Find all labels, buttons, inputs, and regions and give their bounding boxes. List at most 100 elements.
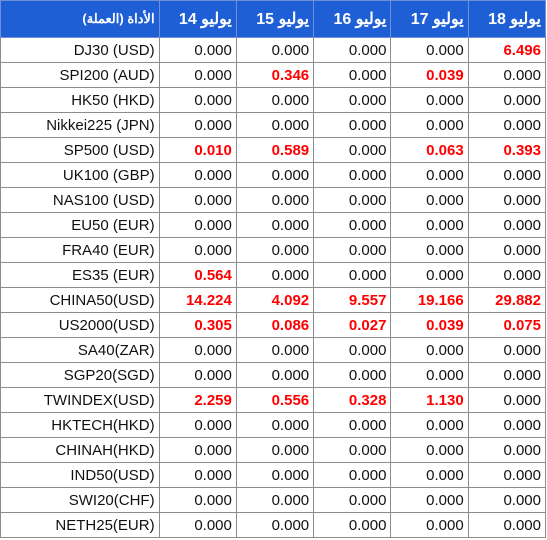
value-cell: 0.000 [235,162,315,188]
value-cell: 0.000 [390,512,469,538]
instrument-cell: US2000(USD) [0,312,160,338]
value-cell: 14.224 [158,287,237,313]
value-cell: 0.000 [313,87,392,113]
table-row: UK100 (GBP) 0.000 0.000 0.000 0.000 0.000 [0,162,547,188]
value-cell: 0.000 [313,137,392,163]
value-cell: 0.000 [467,262,547,288]
value-cell: 0.000 [390,462,469,488]
header-date: يوليو 14 [158,0,237,38]
table-row: EU50 (EUR) 0.000 0.000 0.000 0.000 0.000 [0,212,547,238]
value-cell: 0.000 [235,262,315,288]
instrument-cell: UK100 (GBP) [0,162,160,188]
value-cell: 0.000 [235,212,315,238]
value-cell: 0.000 [313,412,392,438]
table-row: NAS100 (USD) 0.000 0.000 0.000 0.000 0.000 [0,187,547,213]
instrument-cell: HKTECH(HKD) [0,412,160,438]
value-cell: 0.039 [390,312,469,338]
header-date: يوليو 18 [467,0,547,38]
value-cell: 0.000 [313,237,392,263]
instrument-cell: SWI20(CHF) [0,487,160,513]
value-cell: 0.000 [390,362,469,388]
value-cell: 0.000 [390,237,469,263]
instrument-cell: FRA40 (EUR) [0,237,160,263]
instrument-cell: SPI200 (AUD) [0,62,160,88]
value-cell: 19.166 [390,287,469,313]
table-row: NETH25(EUR) 0.000 0.000 0.000 0.000 0.000 [0,512,547,538]
value-cell: 0.000 [390,437,469,463]
value-cell: 0.000 [158,187,237,213]
value-cell: 0.000 [467,337,547,363]
table-row: SWI20(CHF) 0.000 0.000 0.000 0.000 0.000 [0,487,547,513]
value-cell: 0.000 [390,87,469,113]
table-row: SPI200 (AUD) 0.000 0.346 0.000 0.039 0.000 [0,62,547,88]
table-row: SGP20(SGD) 0.000 0.000 0.000 0.000 0.000 [0,362,547,388]
instrument-cell: Nikkei225 (JPN) [0,112,160,138]
value-cell: 0.000 [158,212,237,238]
table-row: HKTECH(HKD) 0.000 0.000 0.000 0.000 0.000 [0,412,547,438]
value-cell: 0.000 [158,462,237,488]
value-cell: 0.000 [390,412,469,438]
value-cell: 0.000 [467,512,547,538]
value-cell: 0.000 [390,37,469,63]
value-cell: 0.000 [313,212,392,238]
value-cell: 0.000 [313,112,392,138]
instrument-cell: TWINDEX(USD) [0,387,160,413]
table-row: CHINAH(HKD) 0.000 0.000 0.000 0.000 0.000 [0,437,547,463]
instrument-cell: HK50 (HKD) [0,87,160,113]
instrument-cell: CHINA50(USD) [0,287,160,313]
header-date: يوليو 16 [313,0,392,38]
value-cell: 0.000 [313,362,392,388]
value-cell: 0.000 [390,187,469,213]
table-row: DJ30 (USD) 0.000 0.000 0.000 0.000 6.496 [0,37,547,63]
value-cell: 0.063 [390,137,469,163]
instrument-cell: IND50(USD) [0,462,160,488]
value-cell: 0.000 [158,62,237,88]
value-cell: 0.000 [158,162,237,188]
value-cell: 9.557 [313,287,392,313]
value-cell: 0.000 [390,212,469,238]
value-cell: 0.000 [313,462,392,488]
value-cell: 0.000 [235,412,315,438]
value-cell: 0.000 [390,337,469,363]
value-cell: 0.000 [235,362,315,388]
value-cell: 0.000 [467,87,547,113]
value-cell: 0.000 [313,337,392,363]
value-cell: 0.039 [390,62,469,88]
value-cell: 0.000 [467,112,547,138]
instrument-cell: SA40(ZAR) [0,337,160,363]
instrument-cell: NETH25(EUR) [0,512,160,538]
table-row: TWINDEX(USD) 2.259 0.556 0.328 1.130 0.000 [0,387,547,413]
value-cell: 0.000 [467,212,547,238]
value-cell: 0.000 [158,337,237,363]
value-cell: 0.000 [235,37,315,63]
value-cell: 0.000 [390,112,469,138]
value-cell: 0.000 [235,112,315,138]
value-cell: 0.000 [313,262,392,288]
value-cell: 0.000 [467,387,547,413]
table-body: DJ30 (USD) 0.000 0.000 0.000 0.000 6.496 SPI20… [0,37,547,538]
value-cell: 0.000 [235,437,315,463]
instrument-cell: DJ30 (USD) [0,37,160,63]
value-cell: 0.305 [158,312,237,338]
value-cell: 0.027 [313,312,392,338]
instrument-cell: CHINAH(HKD) [0,437,160,463]
value-cell: 0.589 [235,137,315,163]
value-cell: 0.010 [158,137,237,163]
header-instrument: الأداة (العملة) [0,0,160,38]
value-cell: 0.000 [313,162,392,188]
value-cell: 0.000 [158,412,237,438]
instrument-cell: ES35 (EUR) [0,262,160,288]
value-cell: 0.000 [390,262,469,288]
value-cell: 0.075 [467,312,547,338]
value-cell: 0.393 [467,137,547,163]
table-header: الأداة (العملة) يوليو 14 يوليو 15 يوليو … [0,0,547,38]
table-row: Nikkei225 (JPN) 0.000 0.000 0.000 0.000 0.000 [0,112,547,138]
instrument-cell: EU50 (EUR) [0,212,160,238]
value-cell: 0.000 [313,62,392,88]
value-cell: 0.000 [467,62,547,88]
value-cell: 0.000 [313,487,392,513]
value-cell: 0.000 [313,37,392,63]
header-row: الأداة (العملة) يوليو 14 يوليو 15 يوليو … [0,0,547,38]
value-cell: 0.000 [158,237,237,263]
